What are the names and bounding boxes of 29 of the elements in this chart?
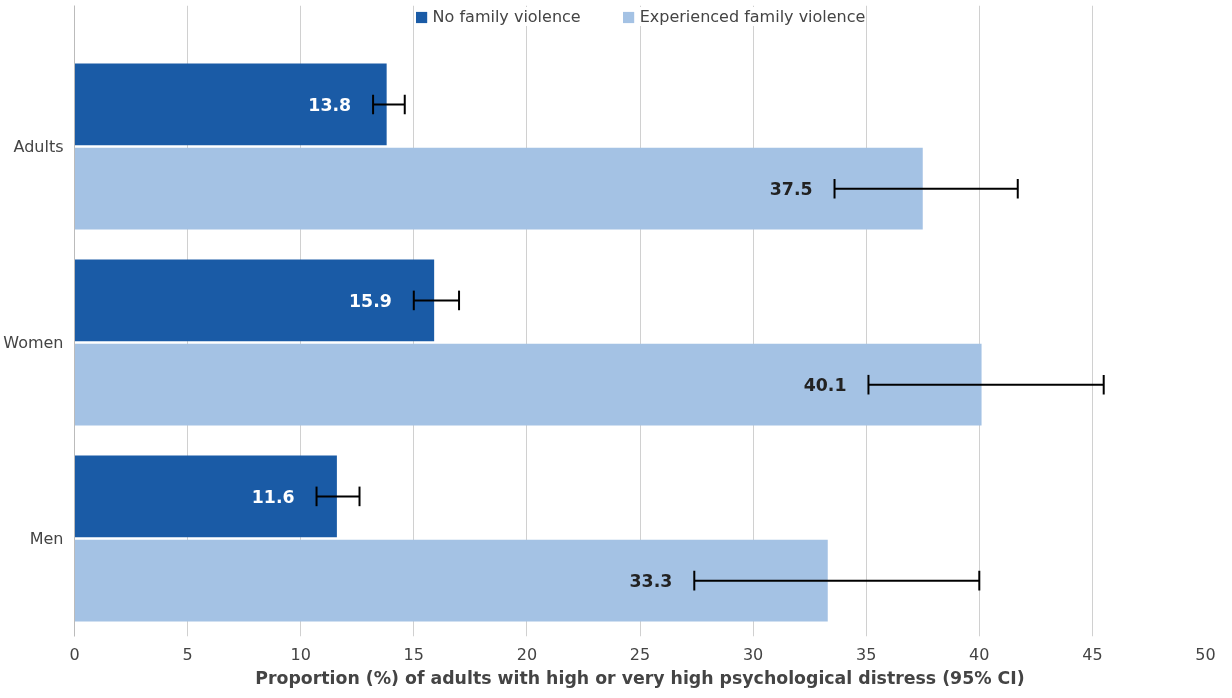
x-tick-label: 50 <box>1195 644 1216 664</box>
legend-label: Experienced family violence <box>639 7 866 26</box>
x-tick-label: 20 <box>516 644 538 664</box>
x-tick-label: 35 <box>856 644 877 664</box>
data-label: 37.5 <box>769 179 813 200</box>
x-tick-label: 25 <box>629 644 651 664</box>
bar <box>74 343 982 426</box>
data-label: 13.8 <box>308 94 352 115</box>
bar <box>74 63 387 146</box>
x-tick-label: 10 <box>290 644 311 664</box>
y-tick-label: Women <box>3 333 64 353</box>
y-tick-label: Men <box>29 529 64 549</box>
data-label: 40.1 <box>803 375 847 396</box>
data-label: 11.6 <box>251 486 295 507</box>
x-tick-label: 5 <box>182 644 193 664</box>
y-tick-label: Adults <box>13 137 64 157</box>
x-axis-title: Proportion (%) of adults with high or very high psychological distress (95% CI) <box>255 667 1025 688</box>
bar <box>74 455 337 538</box>
legend-label: No family violence <box>432 7 581 26</box>
x-tick-label: 40 <box>969 644 990 664</box>
x-tick-label: 45 <box>1082 644 1103 664</box>
x-tick-label: 0 <box>69 644 80 664</box>
bar <box>74 147 923 230</box>
x-tick-label: 15 <box>403 644 424 664</box>
data-label: 15.9 <box>349 290 392 311</box>
data-label: 33.3 <box>629 571 673 592</box>
bar <box>74 539 828 622</box>
x-tick-label: 30 <box>742 644 764 664</box>
bar <box>74 259 435 342</box>
